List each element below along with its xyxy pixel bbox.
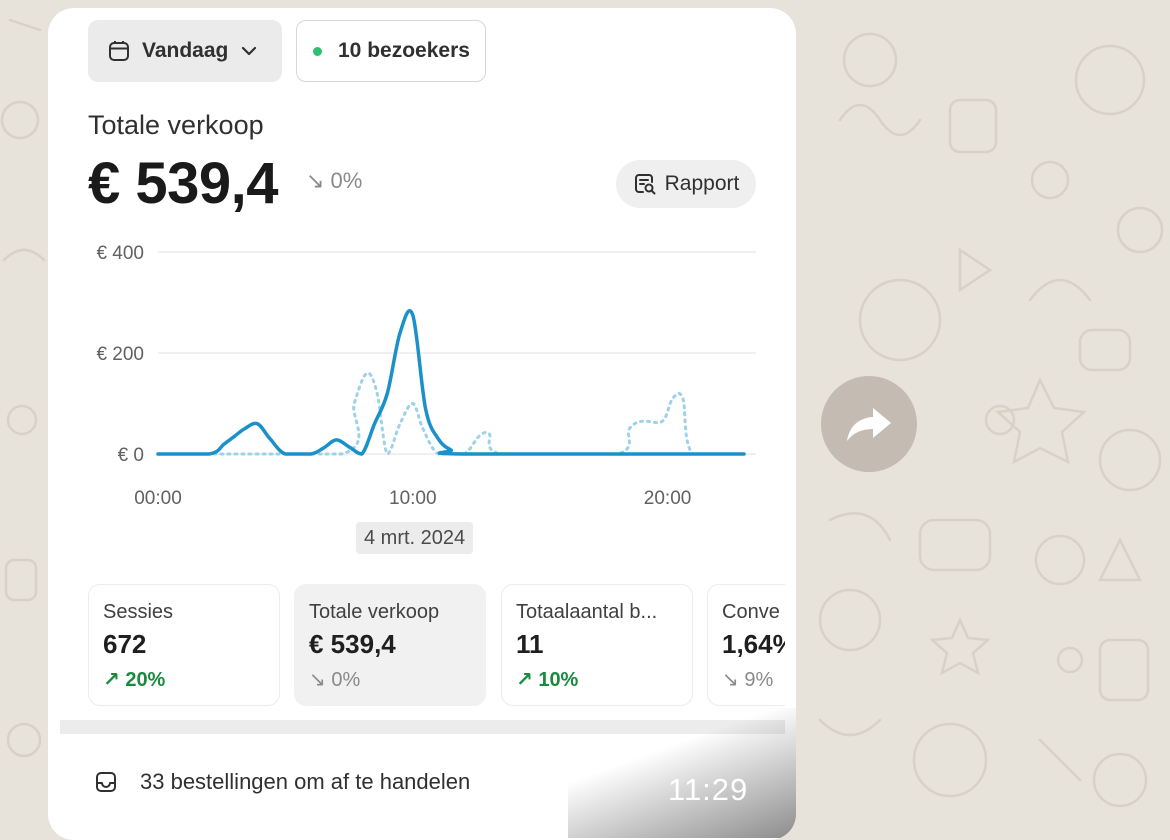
metric-card-total-orders[interactable]: Totaalaantal b... 11 ↗ 10% [501, 584, 693, 706]
y-tick-label: € 400 [96, 243, 144, 264]
forward-button[interactable] [821, 376, 917, 472]
live-visitors-button[interactable]: 10 bezoekers [296, 20, 486, 82]
metric-value: 672 [103, 629, 147, 659]
report-label: Rapport [664, 172, 740, 195]
metric-change: ↗ 10% [516, 669, 579, 691]
x-tick-label: 20:00 [644, 488, 692, 509]
calendar-icon [108, 40, 130, 62]
metric-value: 1,64% [722, 629, 785, 659]
metric-value: 11 [516, 629, 544, 659]
metric-label: Totaalaantal b... [516, 601, 658, 623]
metrics-strip: Sessies 672 ↗ 20% Totale verkoop € 539,4… [48, 8, 785, 720]
y-tick-label: € 200 [96, 344, 144, 365]
section-divider [60, 720, 785, 734]
inbox-icon [94, 770, 118, 794]
total-sales-value: € 539,4 [88, 151, 279, 216]
metric-change: ↗ 20% [103, 669, 166, 691]
date-range-dropdown[interactable]: Vandaag [88, 20, 282, 82]
metric-label: Sessies [103, 601, 174, 623]
x-tick-label: 10:00 [389, 488, 437, 509]
metric-label: Totale verkoop [309, 601, 440, 623]
message-card: Vandaag 10 bezoekers Totale verkoop € 53… [48, 8, 796, 840]
orders-label: 33 bestellingen om af te handelen [140, 769, 471, 794]
metric-card-total-sales[interactable]: Totale verkoop € 539,4 ↘ 0% [294, 584, 486, 706]
visitors-label: 10 bezoekers [338, 39, 470, 62]
metric-label: Conve [722, 601, 780, 623]
live-status-dot [313, 46, 322, 56]
forward-arrow-icon [845, 404, 893, 444]
metric-change: ↘ 0% [309, 669, 361, 691]
x-tick-label: 00:00 [134, 488, 182, 509]
orders-to-fulfill-row[interactable]: 33 bestellingen om af te handelen [60, 734, 785, 830]
metric-card-conversion[interactable]: Conve 1,64% ↘ 9% [707, 584, 785, 706]
metric-card-sessions[interactable]: Sessies 672 ↗ 20% [88, 584, 280, 706]
total-sales-change: ↘ 0% [306, 168, 363, 193]
date-range-label: Vandaag [142, 39, 229, 62]
report-search-icon [633, 172, 657, 196]
metric-change: ↘ 9% [722, 669, 774, 691]
report-button[interactable]: Rapport [616, 160, 756, 208]
chevron-down-icon [240, 45, 258, 57]
current-series-line [156, 308, 746, 456]
comparison-series-line [156, 371, 746, 456]
sales-line-chart: € 0 € 200 € 400 00:00 10:00 20:00 [96, 243, 756, 509]
total-sales-label: Totale verkoop [88, 110, 264, 140]
metric-value: € 539,4 [309, 629, 396, 659]
message-timestamp: 11:29 [668, 772, 749, 807]
chart-date-label: 4 mrt. 2024 [356, 522, 474, 554]
y-tick-label: € 0 [118, 445, 144, 466]
